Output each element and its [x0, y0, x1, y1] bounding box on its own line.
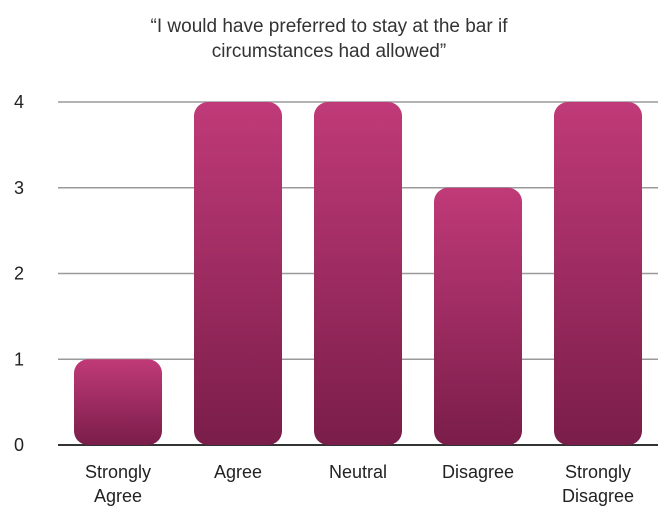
x-category-label: Strongly Disagree	[562, 462, 634, 506]
x-category-label: Disagree	[442, 462, 514, 482]
x-category-label-line: Disagree	[442, 462, 514, 482]
x-category-label-line: Disagree	[562, 486, 634, 506]
y-tick-label: 4	[14, 92, 24, 112]
x-category-label: Neutral	[329, 462, 387, 482]
chart-title: “I would have preferred to stay at the b…	[0, 14, 658, 64]
chart-title-line-1: “I would have preferred to stay at the b…	[150, 16, 508, 37]
bar	[74, 359, 162, 445]
bar	[554, 102, 642, 445]
x-category-label-line: Strongly	[85, 462, 151, 482]
x-category-label-line: Neutral	[329, 462, 387, 482]
y-tick-label: 3	[14, 178, 24, 198]
x-category-label: Agree	[214, 462, 262, 482]
x-category-label-line: Agree	[214, 462, 262, 482]
x-category-label-line: Strongly	[565, 462, 631, 482]
bar	[314, 102, 402, 445]
y-tick-label: 1	[14, 349, 24, 369]
y-tick-label: 0	[14, 435, 24, 455]
chart-title-line-2: circumstances had allowed”	[211, 41, 447, 62]
bar	[194, 102, 282, 445]
x-category-label: Strongly Agree	[85, 462, 151, 506]
bar	[434, 187, 522, 445]
x-category-label-line: Agree	[94, 486, 142, 506]
y-tick-label: 2	[14, 264, 24, 284]
